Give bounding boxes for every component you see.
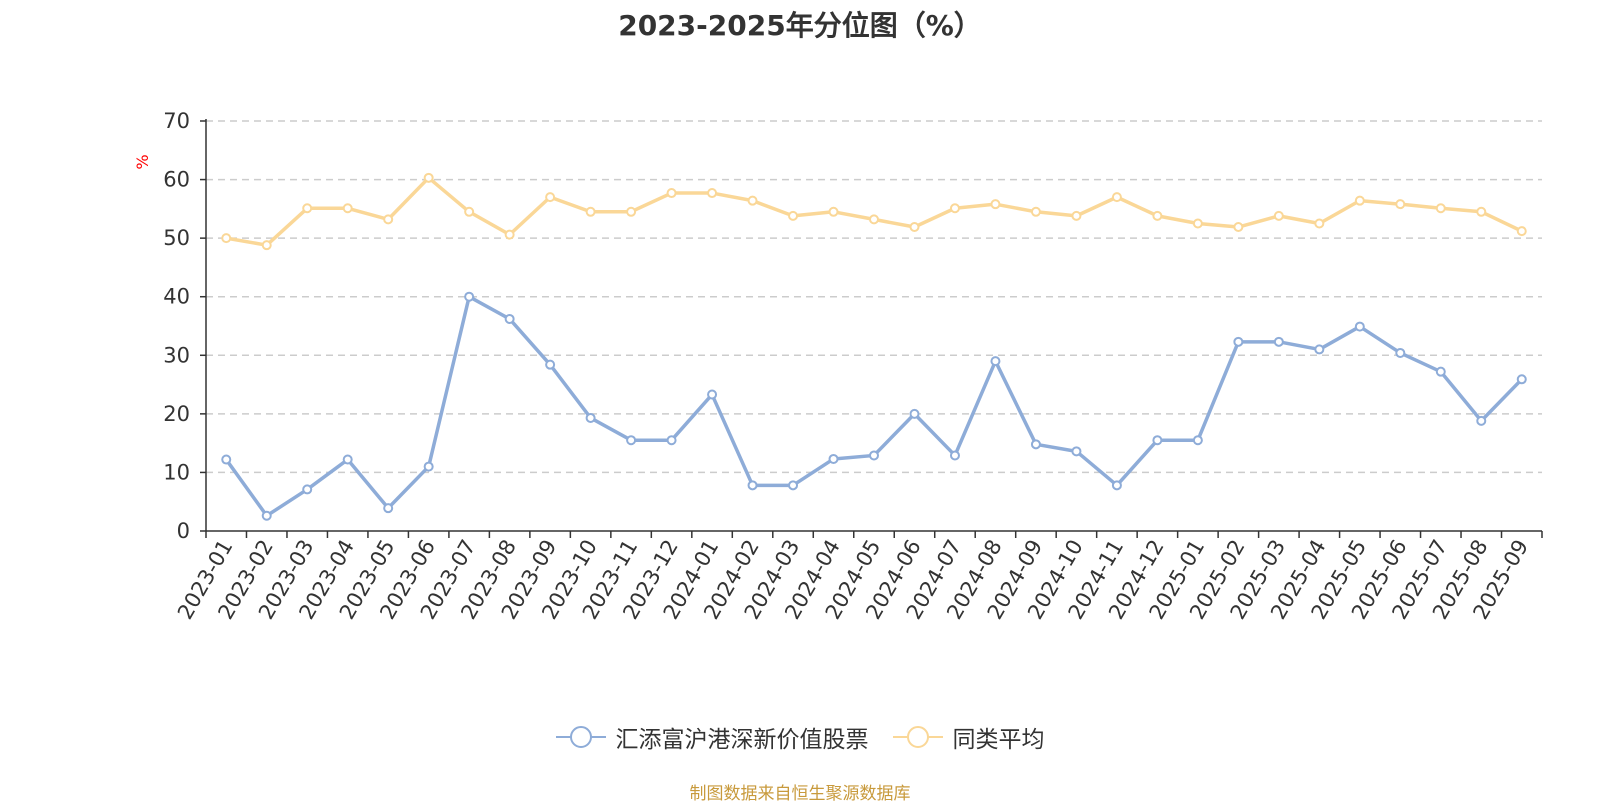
data-point <box>747 195 758 206</box>
data-point <box>1152 435 1163 446</box>
data-point <box>1233 222 1244 233</box>
data-point <box>666 188 677 199</box>
data-point <box>828 206 839 217</box>
source-note: 制图数据来自恒生聚源数据库 <box>689 784 911 804</box>
data-point <box>666 435 677 446</box>
data-point <box>626 206 637 217</box>
data-point <box>383 214 394 225</box>
data-point <box>1314 344 1325 355</box>
data-point <box>261 510 272 521</box>
data-point <box>1152 210 1163 221</box>
data-point <box>1071 446 1082 457</box>
data-point <box>545 192 556 203</box>
data-point <box>423 172 434 183</box>
data-point <box>464 291 475 302</box>
data-point <box>909 222 920 233</box>
series-line-2 <box>225 176 1523 247</box>
data-point <box>504 229 515 240</box>
line-chart: 0102030405060702023-012023-022023-032023… <box>133 109 1543 623</box>
data-point <box>1516 226 1527 237</box>
data-point <box>1516 374 1527 385</box>
data-point <box>1111 480 1122 491</box>
data-point <box>990 199 1001 210</box>
data-point <box>342 454 353 465</box>
data-point <box>1030 439 1041 450</box>
data-point <box>949 450 960 461</box>
data-point <box>909 408 920 419</box>
data-point <box>869 450 879 461</box>
data-point <box>1395 199 1406 210</box>
data-point <box>1476 206 1487 217</box>
data-point <box>626 435 637 446</box>
data-point <box>342 203 353 214</box>
data-point <box>1354 321 1365 332</box>
data-point <box>869 214 879 225</box>
y-tick-label: 60 <box>163 168 190 192</box>
y-tick-label: 30 <box>163 343 190 367</box>
series-lines <box>221 172 1527 521</box>
data-point <box>1395 347 1406 358</box>
data-point <box>423 461 434 472</box>
y-tick-label: 0 <box>177 519 190 543</box>
data-point <box>990 356 1001 367</box>
data-point <box>1314 218 1325 229</box>
data-point <box>788 480 799 491</box>
data-point <box>1192 435 1203 446</box>
data-point <box>221 233 232 244</box>
data-point <box>707 188 718 199</box>
data-point <box>1233 336 1244 347</box>
axes: 0102030405060702023-012023-022023-032023… <box>163 109 1543 623</box>
data-point <box>585 206 596 217</box>
y-tick-label: 40 <box>163 285 190 309</box>
data-point <box>504 313 515 324</box>
legend-marker-series-2 <box>892 726 943 748</box>
y-tick-label: 10 <box>163 460 190 484</box>
data-point <box>1030 206 1041 217</box>
data-point <box>1071 210 1082 221</box>
series-line-1 <box>224 294 1524 518</box>
data-point <box>1435 203 1446 214</box>
data-point <box>1273 336 1284 347</box>
data-point <box>302 203 313 214</box>
data-point <box>585 412 596 423</box>
data-point <box>464 206 475 217</box>
data-point <box>1476 415 1487 426</box>
legend-item-series-1[interactable]: 汇添富沪港深新价值股票 <box>555 720 869 754</box>
data-point <box>261 240 272 251</box>
data-point <box>747 480 758 491</box>
y-axis-unit-label: % <box>133 154 152 169</box>
legend-label-series-1: 汇添富沪港深新价值股票 <box>615 727 869 753</box>
legend-label-series-2: 同类平均 <box>952 727 1045 753</box>
y-tick-label: 20 <box>163 402 190 426</box>
data-point <box>302 484 313 495</box>
data-point <box>383 503 394 514</box>
y-tick-label: 70 <box>163 109 190 133</box>
data-point <box>1111 192 1122 203</box>
legend-item-series-2[interactable]: 同类平均 <box>892 720 1045 754</box>
data-point <box>949 203 960 214</box>
data-point <box>1354 195 1365 206</box>
chart-title: 2023-2025年分位图（%） <box>618 9 982 42</box>
data-point <box>221 454 232 465</box>
data-point <box>1435 366 1446 377</box>
data-point <box>828 453 839 464</box>
y-tick-label: 50 <box>163 226 190 250</box>
legend-marker-series-1 <box>555 726 606 748</box>
gridlines <box>206 120 1542 474</box>
data-point <box>545 359 556 370</box>
data-point <box>707 389 718 400</box>
data-point <box>1192 218 1203 229</box>
data-point <box>1273 210 1284 221</box>
legend: 汇添富沪港深新价值股票 同类平均 <box>0 720 1600 754</box>
data-point <box>788 210 799 221</box>
